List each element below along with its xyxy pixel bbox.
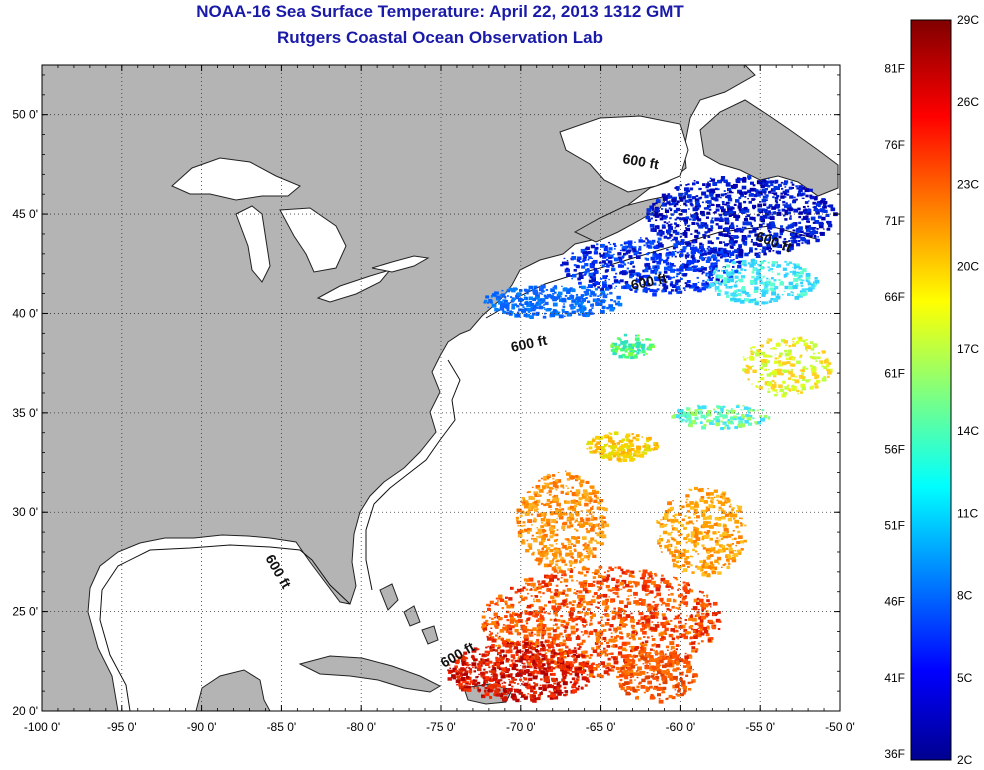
lon-tick-label: -90 0' [187,720,217,734]
gridlines [42,65,840,711]
lake-michigan [235,205,271,283]
colorbar-celsius-label: 23C [957,177,979,191]
colorbar-fahrenheit-label: 51F [884,519,905,533]
lat-tick-label: 50 0' [12,108,38,122]
land-north-america [42,65,756,711]
colorbar-celsius-label: 11C [957,506,978,520]
lon-tick-label: -80 0' [346,720,376,734]
colorbar-celsius-label: 26C [957,95,979,109]
gulf-st-lawrence [559,115,689,193]
land-bahamas [379,583,439,645]
contour-label: 600 ft [621,150,660,172]
colorbar-fahrenheit-label: 81F [884,62,905,76]
colorbar-celsius-label: 29C [957,13,979,27]
lat-tick-label: 40 0' [12,306,38,320]
lon-tick-label: -65 0' [586,720,616,734]
map-title: NOAA-16 Sea Surface Temperature: April 2… [196,2,684,21]
colorbar-fahrenheit-label: 46F [884,595,905,609]
lat-tick-label: 30 0' [12,505,38,519]
colorbar-fahrenheit-label: 66F [884,290,905,304]
lat-tick-label: 35 0' [12,406,38,420]
colorbar-celsius-label: 14C [957,424,979,438]
land-nova-scotia [573,195,670,243]
lat-tick-label: 20 0' [12,704,38,718]
colorbar-fahrenheit-label: 41F [884,671,905,685]
lake-ontario [371,255,430,273]
colorbar-labels: 29C 26C 23C 20C 17C 14C 11C 8C 5C 2C 81F 76F 71F 66F 6… [884,13,979,767]
lon-tick-label: -50 0' [825,720,855,734]
land-yucatan [195,669,271,711]
land-newfoundland [699,99,839,197]
lake-erie [316,269,392,303]
lon-tick-label: -60 0' [666,720,696,734]
contour-label: 600 ft [509,332,548,355]
colorbar-fahrenheit-label: 71F [884,214,905,228]
colorbar-celsius-label: 20C [957,260,979,274]
colorbar-celsius-label: 17C [957,342,979,356]
colorbar-celsius-label: 2C [957,753,973,767]
colorbar-fahrenheit-label: 56F [884,442,905,456]
map-subtitle: Rutgers Coastal Ocean Observation Lab [277,28,603,47]
sst-data-layer [447,175,838,704]
lon-tick-label: -70 0' [506,720,536,734]
colorbar [910,19,952,761]
lake-superior [171,157,301,201]
lon-tick-label: -100 0' [24,720,60,734]
colorbar-celsius-label: 5C [957,671,973,685]
land-cuba [298,655,442,693]
lon-tick-label: -95 0' [107,720,137,734]
map-axes: -100 0' -95 0' -90 0' -85 0' -80 0' -75 0' -70… [12,65,855,734]
contour-label: 600 ft [629,270,668,293]
colorbar-fahrenheit-label: 76F [884,138,905,152]
lat-tick-label: 25 0' [12,605,38,619]
colorbar-fahrenheit-label: 36F [884,747,905,761]
colorbar-celsius-label: 8C [957,589,973,603]
lat-tick-label: 45 0' [12,207,38,221]
lon-tick-label: -75 0' [426,720,456,734]
lon-tick-label: -85 0' [267,720,297,734]
lon-tick-label: -55 0' [745,720,775,734]
colorbar-fahrenheit-label: 61F [884,366,905,380]
